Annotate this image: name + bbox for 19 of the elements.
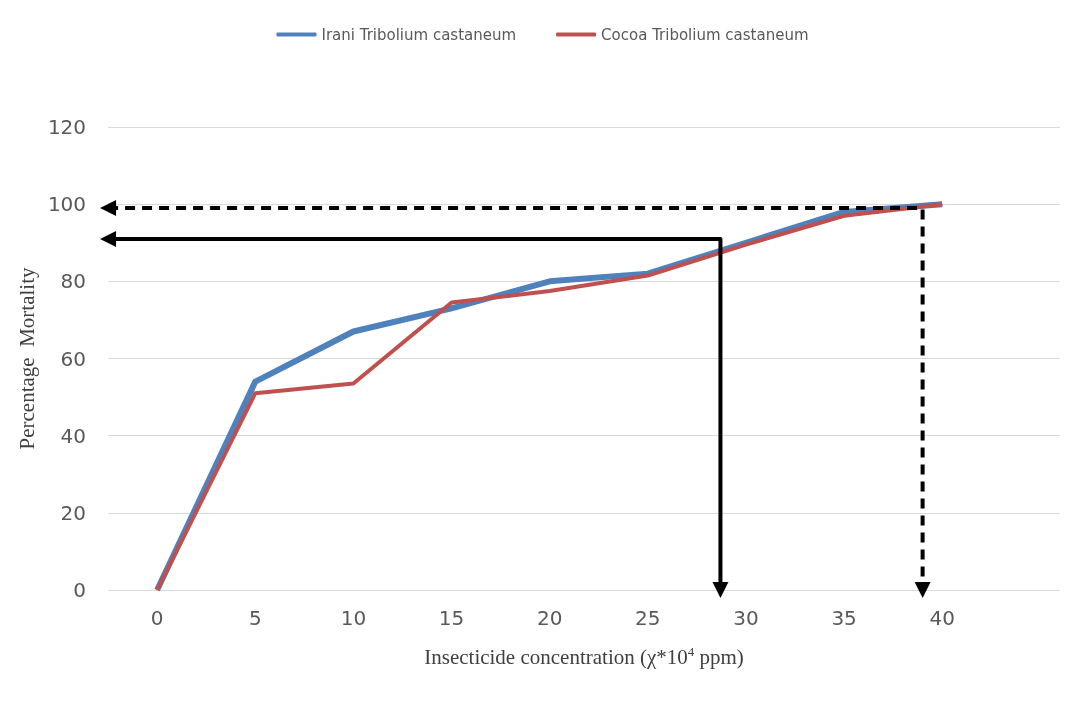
x-tick-label: 30 bbox=[733, 606, 759, 630]
x-tick-label: 10 bbox=[340, 606, 367, 630]
legend-label: Cocoa Tribolium castaneum bbox=[601, 25, 809, 44]
x-tick-label: 35 bbox=[831, 606, 857, 630]
y-tick-label: 20 bbox=[60, 500, 87, 525]
x-tick-label: 15 bbox=[438, 606, 465, 630]
y-tick-label: 40 bbox=[60, 423, 87, 448]
x-tick-label: 0 bbox=[150, 606, 164, 630]
y-tick-label: 60 bbox=[60, 346, 87, 371]
x-tick-label: 20 bbox=[536, 606, 563, 630]
y-axis-title: Percentage Mortality bbox=[14, 267, 39, 450]
y-tick-label: 80 bbox=[60, 269, 87, 294]
x-tick-label: 25 bbox=[635, 606, 661, 630]
y-tick-label: 100 bbox=[47, 192, 87, 217]
x-tick-label: 40 bbox=[929, 606, 955, 630]
y-tick-label: 120 bbox=[47, 115, 87, 139]
legend-label: Irani Tribolium castaneum bbox=[321, 25, 517, 44]
x-tick-label: 5 bbox=[248, 606, 262, 630]
y-tick-label: 0 bbox=[73, 578, 87, 602]
